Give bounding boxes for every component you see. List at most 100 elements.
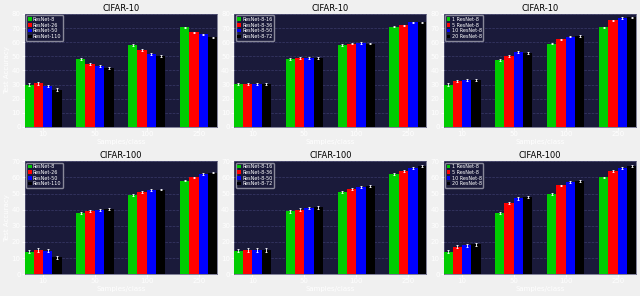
Bar bbox=[52, 257, 61, 274]
Bar bbox=[295, 210, 304, 274]
Bar bbox=[408, 22, 417, 127]
X-axis label: Samples/class: Samples/class bbox=[96, 286, 145, 292]
Bar bbox=[443, 252, 452, 274]
Bar bbox=[408, 168, 417, 274]
Bar bbox=[86, 64, 95, 127]
Bar bbox=[504, 203, 514, 274]
Bar bbox=[443, 85, 452, 127]
Bar bbox=[43, 251, 52, 274]
Legend: ResNet-8, ResNet-26, ResNet-50, ResNet-110: ResNet-8, ResNet-26, ResNet-50, ResNet-1… bbox=[26, 163, 63, 188]
Legend: 1 ResNet-8, 5 ResNet-8, 10 ResNet-8, 20 ResNet-8: 1 ResNet-8, 5 ResNet-8, 10 ResNet-8, 20 … bbox=[445, 163, 483, 188]
Bar bbox=[147, 54, 156, 127]
Bar bbox=[462, 80, 471, 127]
Bar bbox=[514, 198, 523, 274]
Bar bbox=[243, 250, 252, 274]
Bar bbox=[337, 45, 347, 127]
Bar bbox=[208, 173, 218, 274]
Bar bbox=[76, 59, 86, 127]
Bar bbox=[43, 86, 52, 127]
Bar bbox=[304, 58, 314, 127]
Bar bbox=[599, 177, 608, 274]
Bar bbox=[390, 27, 399, 127]
Bar bbox=[180, 181, 189, 274]
Legend: ResNet-8, ResNet-26, ResNet-50, ResNet-110: ResNet-8, ResNet-26, ResNet-50, ResNet-1… bbox=[26, 15, 63, 41]
Bar bbox=[52, 89, 61, 127]
Bar bbox=[523, 53, 532, 127]
Bar bbox=[252, 250, 262, 274]
Bar bbox=[24, 85, 33, 127]
Bar bbox=[399, 171, 408, 274]
Bar bbox=[128, 195, 138, 274]
Bar bbox=[356, 187, 365, 274]
Bar bbox=[452, 81, 462, 127]
Legend: 1 ResNet-8, 5 ResNet-8, 10 ResNet-8, 20 ResNet-8: 1 ResNet-8, 5 ResNet-8, 10 ResNet-8, 20 … bbox=[445, 15, 483, 41]
X-axis label: Samples/class: Samples/class bbox=[305, 139, 355, 144]
Bar bbox=[365, 186, 375, 274]
Bar bbox=[523, 197, 532, 274]
Bar bbox=[390, 174, 399, 274]
Bar bbox=[180, 27, 189, 127]
Bar bbox=[285, 59, 295, 127]
X-axis label: Samples/class: Samples/class bbox=[96, 139, 145, 144]
Title: CIFAR-10: CIFAR-10 bbox=[312, 4, 349, 13]
Bar bbox=[189, 177, 198, 274]
Bar bbox=[471, 80, 481, 127]
Bar bbox=[347, 189, 356, 274]
Bar bbox=[356, 43, 365, 127]
Bar bbox=[304, 208, 314, 274]
Bar bbox=[243, 84, 252, 127]
Bar bbox=[566, 182, 575, 274]
Bar bbox=[337, 192, 347, 274]
Bar bbox=[575, 36, 584, 127]
Bar bbox=[198, 174, 208, 274]
Bar bbox=[417, 22, 427, 127]
Bar bbox=[575, 181, 584, 274]
Bar bbox=[608, 20, 618, 127]
Title: CIFAR-100: CIFAR-100 bbox=[100, 152, 142, 160]
Bar bbox=[347, 44, 356, 127]
Bar bbox=[128, 45, 138, 127]
Bar bbox=[234, 84, 243, 127]
X-axis label: Samples/class: Samples/class bbox=[515, 286, 564, 292]
Bar bbox=[189, 32, 198, 127]
Bar bbox=[104, 209, 113, 274]
Bar bbox=[495, 60, 504, 127]
Bar bbox=[147, 190, 156, 274]
Bar bbox=[252, 84, 262, 127]
Bar bbox=[314, 207, 323, 274]
Bar bbox=[138, 192, 147, 274]
Bar bbox=[566, 36, 575, 127]
Bar bbox=[417, 166, 427, 274]
Bar bbox=[504, 56, 514, 127]
Y-axis label: Test Accuracy: Test Accuracy bbox=[4, 46, 10, 94]
Bar bbox=[208, 37, 218, 127]
Bar bbox=[495, 213, 504, 274]
Legend: ResNet-8-16, ResNet-8-36, ResNet-8-50, ResNet-8-72: ResNet-8-16, ResNet-8-36, ResNet-8-50, R… bbox=[236, 15, 274, 41]
Bar bbox=[262, 250, 271, 274]
Bar bbox=[314, 58, 323, 127]
Bar bbox=[285, 211, 295, 274]
Bar bbox=[599, 27, 608, 127]
Bar bbox=[608, 171, 618, 274]
Bar bbox=[104, 67, 113, 127]
Bar bbox=[627, 166, 636, 274]
Bar bbox=[156, 56, 166, 127]
Bar bbox=[365, 44, 375, 127]
Bar bbox=[33, 250, 43, 274]
Title: CIFAR-100: CIFAR-100 bbox=[309, 152, 351, 160]
Bar bbox=[198, 34, 208, 127]
Bar bbox=[618, 168, 627, 274]
Bar bbox=[471, 244, 481, 274]
Bar bbox=[24, 252, 33, 274]
Title: CIFAR-10: CIFAR-10 bbox=[102, 4, 140, 13]
Bar bbox=[295, 58, 304, 127]
Bar bbox=[556, 186, 566, 274]
Bar bbox=[86, 211, 95, 274]
Bar bbox=[399, 25, 408, 127]
Title: CIFAR-100: CIFAR-100 bbox=[518, 152, 561, 160]
Bar bbox=[514, 52, 523, 127]
Bar bbox=[95, 66, 104, 127]
Bar bbox=[156, 189, 166, 274]
Bar bbox=[33, 83, 43, 127]
Bar bbox=[95, 210, 104, 274]
